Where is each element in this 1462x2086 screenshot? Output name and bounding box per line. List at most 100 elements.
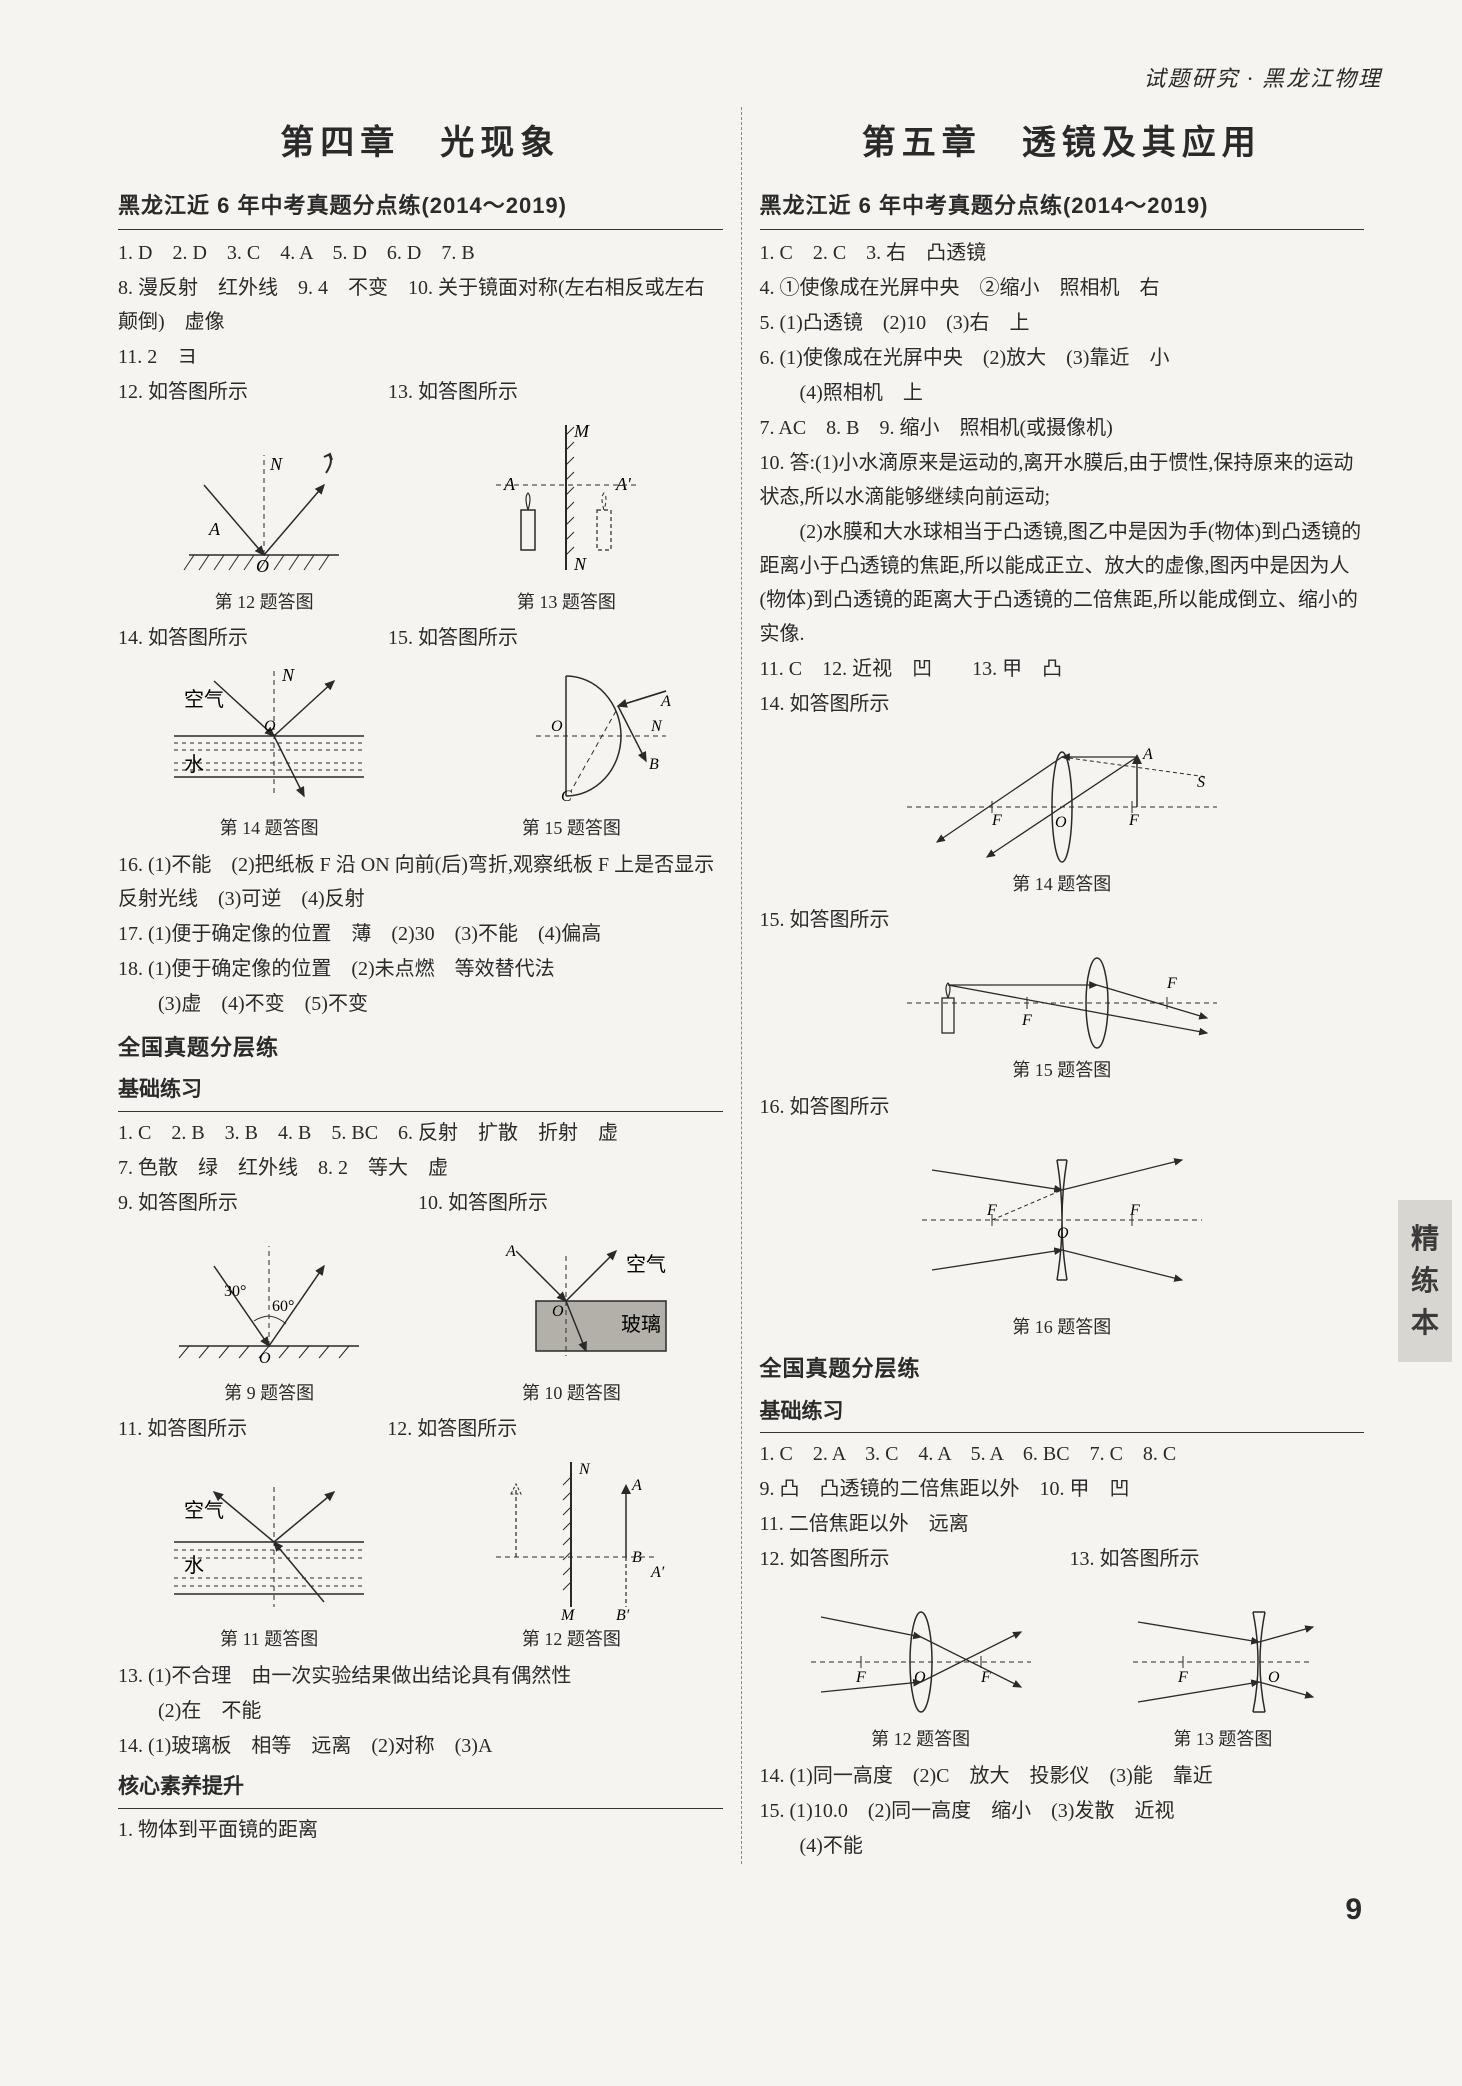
answer-line: 7. AC 8. B 9. 缩小 照相机(或摄像机) bbox=[760, 411, 1365, 445]
svg-text:A: A bbox=[631, 1477, 642, 1494]
label-glass: 玻璃 bbox=[621, 1313, 661, 1336]
svg-text:A: A bbox=[1142, 746, 1153, 763]
figure-row-12-13: N A O 第 12 题答图 M N bbox=[118, 415, 723, 618]
right-column: 第五章 透镜及其应用 黑龙江近 6 年中考真题分点练(2014～2019) 1.… bbox=[742, 107, 1383, 1864]
answer-line: 14. 如答图所示 15. 如答图所示 bbox=[118, 621, 723, 655]
svg-text:水: 水 bbox=[184, 1554, 204, 1577]
answer-line: 1. C 2. C 3. 右 凸透镜 bbox=[760, 236, 1365, 270]
figure-row-r16: O F F 第 16 题答图 bbox=[760, 1130, 1365, 1343]
svg-text:空气: 空气 bbox=[184, 688, 224, 711]
svg-text:60°: 60° bbox=[272, 1298, 294, 1315]
figure-r13: O F 第 13 题答图 bbox=[1123, 1582, 1323, 1755]
answer-line: 11. 如答图所示 12. 如答图所示 bbox=[118, 1412, 723, 1446]
answer-line: 9. 如答图所示 10. 如答图所示 bbox=[118, 1186, 723, 1220]
figure-caption: 第 14 题答图 bbox=[220, 813, 319, 844]
svg-text:N: N bbox=[281, 665, 295, 685]
figure-caption: 第 16 题答图 bbox=[1012, 1312, 1111, 1343]
two-column-layout: 第四章 光现象 黑龙江近 6 年中考真题分点练(2014～2019) 1. D … bbox=[100, 107, 1382, 1864]
answer-line: 1. D 2. D 3. C 4. A 5. D 6. D 7. B bbox=[118, 236, 723, 270]
answer-line: (2)水膜和大水球相当于凸透镜,图乙中是因为手(物体)到凸透镜的距离小于凸透镜的… bbox=[760, 515, 1365, 651]
svg-text:O: O bbox=[1055, 814, 1067, 831]
side-tab: 精练本 bbox=[1398, 1200, 1452, 1362]
figure-row-r12-13: O F F 第 12 题答图 O F bbox=[760, 1582, 1365, 1755]
svg-text:O: O bbox=[256, 556, 269, 576]
svg-text:C: C bbox=[561, 788, 572, 805]
answer-line: 9. 凸 凸透镜的二倍焦距以外 10. 甲 凹 bbox=[760, 1472, 1365, 1506]
answer-line: 13. (1)不合理 由一次实验结果做出结论具有偶然性 bbox=[118, 1659, 723, 1693]
figure-10: 空气 玻璃 O A 第 10 题答图 bbox=[466, 1226, 676, 1409]
answer-line: 10. 答:(1)小水滴原来是运动的,离开水膜后,由于惯性,保持原来的运动状态,… bbox=[760, 446, 1365, 514]
figure-14: 空气 水 N O 第 14 题答图 bbox=[164, 661, 374, 844]
answer-line: 15. (1)10.0 (2)同一高度 缩小 (3)发散 近视 bbox=[760, 1794, 1365, 1828]
answer-line: 11. 2 ヨ bbox=[118, 340, 723, 374]
section-national-title: 全国真题分层练 bbox=[118, 1029, 723, 1066]
svg-text:O: O bbox=[1268, 1669, 1280, 1686]
answer-line: 16. (1)不能 (2)把纸板 F 沿 ON 向前(后)弯折,观察纸板 F 上… bbox=[118, 848, 723, 916]
answer-line: 5. (1)凸透镜 (2)10 (3)右 上 bbox=[760, 306, 1365, 340]
figure-row-14-15: 空气 水 N O 第 14 题答图 N O bbox=[118, 661, 723, 844]
figure-row-9-10: 30° 60° O 第 9 题答图 空气 玻璃 O A bbox=[118, 1226, 723, 1409]
svg-text:O: O bbox=[552, 1303, 564, 1320]
svg-text:A′: A′ bbox=[615, 474, 632, 494]
svg-text:F: F bbox=[1129, 1202, 1140, 1219]
svg-text:O: O bbox=[1057, 1225, 1069, 1242]
figure-caption: 第 15 题答图 bbox=[522, 813, 621, 844]
answer-line: 1. C 2. B 3. B 4. B 5. BC 6. 反射 扩散 折射 虚 bbox=[118, 1116, 723, 1150]
svg-text:N: N bbox=[578, 1461, 591, 1478]
answer-line: 11. C 12. 近视 凹 13. 甲 凸 bbox=[760, 652, 1365, 686]
figure-12: N A O 第 12 题答图 bbox=[174, 435, 354, 618]
answer-line: 12. 如答图所示 13. 如答图所示 bbox=[760, 1542, 1365, 1576]
svg-text:B′: B′ bbox=[616, 1607, 630, 1622]
answer-line: (2)在 不能 bbox=[118, 1694, 723, 1728]
figure-r12: O F F 第 12 题答图 bbox=[801, 1582, 1041, 1755]
svg-text:M: M bbox=[560, 1607, 576, 1622]
svg-text:S: S bbox=[1197, 774, 1205, 791]
figure-row-11-12b: 空气 水 第 11 题答图 N M bbox=[118, 1452, 723, 1655]
svg-text:M: M bbox=[573, 421, 590, 441]
chapter-4-title: 第四章 光现象 bbox=[118, 115, 723, 173]
svg-text:F: F bbox=[1128, 812, 1139, 829]
answer-line: 1. C 2. A 3. C 4. A 5. A 6. BC 7. C 8. C bbox=[760, 1437, 1365, 1471]
svg-text:A: A bbox=[208, 519, 221, 539]
figure-9: 30° 60° O 第 9 题答图 bbox=[164, 1226, 374, 1409]
answer-line: 16. 如答图所示 bbox=[760, 1090, 1365, 1124]
figure-13: M N A A′ bbox=[466, 415, 666, 618]
svg-text:A: A bbox=[660, 693, 671, 710]
figure-12b: N M A B bbox=[466, 1452, 676, 1655]
answer-line: 11. 二倍焦距以外 远离 bbox=[760, 1507, 1365, 1541]
svg-text:O: O bbox=[914, 1669, 926, 1686]
page-number: 9 bbox=[100, 1884, 1382, 1935]
answer-line: 8. 漫反射 红外线 9. 4 不变 10. 关于镜面对称(左右相反或左右颠倒)… bbox=[118, 271, 723, 339]
subsection-core: 核心素养提升 bbox=[118, 1769, 723, 1809]
svg-text:N: N bbox=[269, 454, 283, 474]
answer-line: 7. 色散 绿 红外线 8. 2 等大 虚 bbox=[118, 1151, 723, 1185]
figure-caption: 第 13 题答图 bbox=[517, 587, 616, 618]
answer-line: 15. 如答图所示 bbox=[760, 903, 1365, 937]
figure-r15: F F 第 15 题答图 bbox=[897, 943, 1227, 1086]
section-hlj-title: 黑龙江近 6 年中考真题分点练(2014～2019) bbox=[118, 187, 723, 229]
svg-text:水: 水 bbox=[184, 753, 204, 776]
svg-text:F: F bbox=[1021, 1012, 1032, 1029]
svg-text:F: F bbox=[1166, 975, 1177, 992]
svg-text:N: N bbox=[573, 554, 587, 574]
svg-text:O: O bbox=[264, 718, 276, 735]
book-header: 试题研究 · 黑龙江物理 bbox=[100, 60, 1382, 97]
figure-caption: 第 12 题答图 bbox=[522, 1624, 621, 1655]
figure-11: 空气 水 第 11 题答图 bbox=[164, 1472, 374, 1655]
section-national-title-r: 全国真题分层练 bbox=[760, 1350, 1365, 1387]
svg-text:B: B bbox=[649, 756, 659, 773]
svg-text:30°: 30° bbox=[224, 1283, 246, 1300]
svg-text:空气: 空气 bbox=[184, 1499, 224, 1522]
figure-r14: O F F A S 第 14 题答图 bbox=[897, 727, 1227, 900]
answer-line: 17. (1)便于确定像的位置 薄 (2)30 (3)不能 (4)偏高 bbox=[118, 917, 723, 951]
answer-line: 6. (1)使像成在光屏中央 (2)放大 (3)靠近 小 bbox=[760, 341, 1365, 375]
figure-caption: 第 10 题答图 bbox=[522, 1378, 621, 1409]
answer-line: 14. (1)同一高度 (2)C 放大 投影仪 (3)能 靠近 bbox=[760, 1759, 1365, 1793]
figure-caption: 第 13 题答图 bbox=[1173, 1724, 1272, 1755]
section-hlj-title-r: 黑龙江近 6 年中考真题分点练(2014～2019) bbox=[760, 187, 1365, 229]
answer-line: (4)照相机 上 bbox=[760, 376, 1365, 410]
figure-r16: O F F 第 16 题答图 bbox=[912, 1130, 1212, 1343]
answer-line: 14. 如答图所示 bbox=[760, 687, 1365, 721]
answer-line: 12. 如答图所示 13. 如答图所示 bbox=[118, 375, 723, 409]
svg-text:F: F bbox=[855, 1669, 866, 1686]
